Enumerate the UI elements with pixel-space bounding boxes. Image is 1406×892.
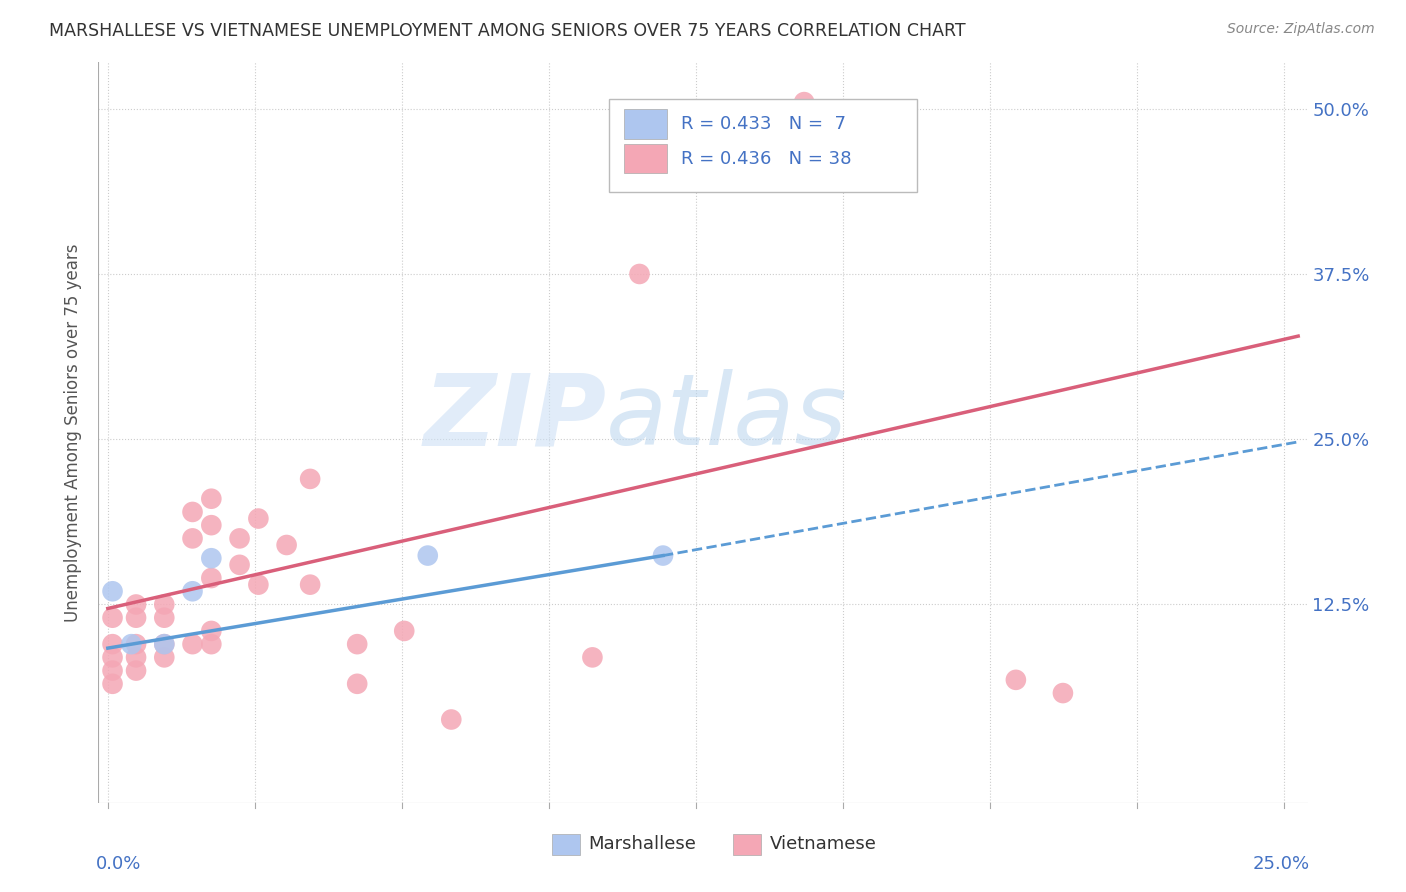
Point: [125, 611, 148, 625]
Point: [228, 532, 250, 546]
Bar: [624, 144, 666, 173]
FancyBboxPatch shape: [609, 99, 917, 192]
Text: MARSHALLESE VS VIETNAMESE UNEMPLOYMENT AMONG SENIORS OVER 75 YEARS CORRELATION C: MARSHALLESE VS VIETNAMESE UNEMPLOYMENT A…: [49, 22, 966, 40]
Point: [228, 558, 250, 572]
Point: [125, 664, 148, 678]
Point: [200, 491, 222, 506]
Point: [299, 472, 322, 486]
Bar: [551, 834, 579, 855]
Text: Vietnamese: Vietnamese: [769, 835, 876, 854]
Point: [153, 611, 176, 625]
Point: [125, 637, 148, 651]
Point: [628, 267, 651, 281]
Point: [1052, 686, 1074, 700]
Point: [181, 532, 204, 546]
Point: [652, 549, 675, 563]
Bar: [624, 109, 666, 138]
Point: [125, 650, 148, 665]
Point: [247, 511, 270, 525]
Text: 0.0%: 0.0%: [96, 855, 142, 872]
Text: Source: ZipAtlas.com: Source: ZipAtlas.com: [1227, 22, 1375, 37]
Text: atlas: atlas: [606, 369, 848, 467]
Point: [101, 611, 124, 625]
Text: 25.0%: 25.0%: [1253, 855, 1310, 872]
Point: [440, 713, 463, 727]
Point: [101, 664, 124, 678]
Point: [793, 95, 815, 109]
Point: [125, 598, 148, 612]
Point: [153, 650, 176, 665]
Y-axis label: Unemployment Among Seniors over 75 years: Unemployment Among Seniors over 75 years: [65, 244, 83, 622]
Point: [101, 637, 124, 651]
Point: [346, 677, 368, 691]
Text: R = 0.436   N = 38: R = 0.436 N = 38: [682, 150, 852, 168]
Point: [181, 505, 204, 519]
Point: [299, 577, 322, 591]
Point: [276, 538, 298, 552]
Point: [200, 571, 222, 585]
Point: [153, 598, 176, 612]
Point: [200, 518, 222, 533]
Point: [153, 637, 176, 651]
Point: [200, 551, 222, 566]
Point: [181, 584, 204, 599]
Point: [101, 677, 124, 691]
Text: Marshallese: Marshallese: [588, 835, 696, 854]
Point: [120, 637, 142, 651]
Point: [200, 637, 222, 651]
Text: R = 0.433   N =  7: R = 0.433 N = 7: [682, 115, 846, 133]
Point: [153, 637, 176, 651]
Point: [247, 577, 270, 591]
Point: [581, 650, 603, 665]
Point: [394, 624, 416, 638]
Point: [416, 549, 439, 563]
Point: [181, 637, 204, 651]
Bar: [734, 834, 761, 855]
Text: ZIP: ZIP: [423, 369, 606, 467]
Point: [101, 584, 124, 599]
Point: [1005, 673, 1028, 687]
Point: [346, 637, 368, 651]
Point: [200, 624, 222, 638]
Point: [101, 650, 124, 665]
